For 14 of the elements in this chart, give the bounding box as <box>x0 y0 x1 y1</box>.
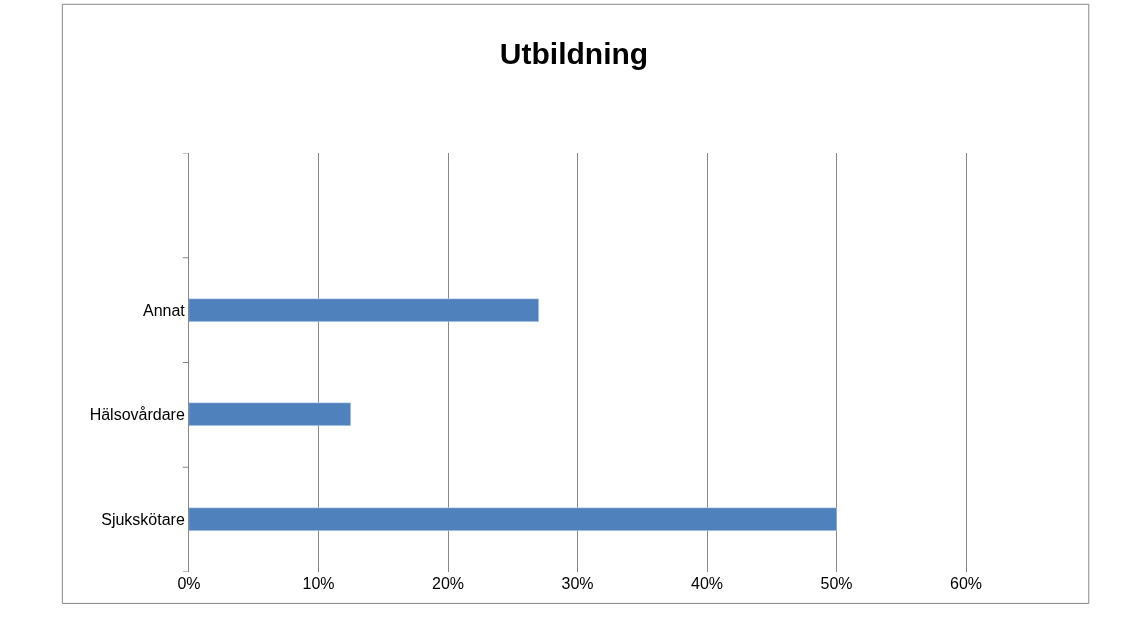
bar <box>189 298 539 322</box>
y-tick-label: Hälsovårdare <box>89 406 185 424</box>
x-tick-label: 30% <box>561 575 594 592</box>
bar <box>189 507 837 531</box>
bar <box>189 402 351 426</box>
x-tick-label: 40% <box>690 575 724 592</box>
x-tick-label: 60% <box>949 575 983 592</box>
y-tick-label: Sjukskötare <box>101 511 185 529</box>
chart-title: Utbildning <box>499 37 649 71</box>
x-tick-label: 20% <box>431 575 465 592</box>
x-tick-label: 10% <box>302 575 335 592</box>
x-tick-label: 0% <box>177 575 201 592</box>
x-tick-label: 50% <box>820 575 853 592</box>
y-tick-label: Annat <box>142 301 186 319</box>
